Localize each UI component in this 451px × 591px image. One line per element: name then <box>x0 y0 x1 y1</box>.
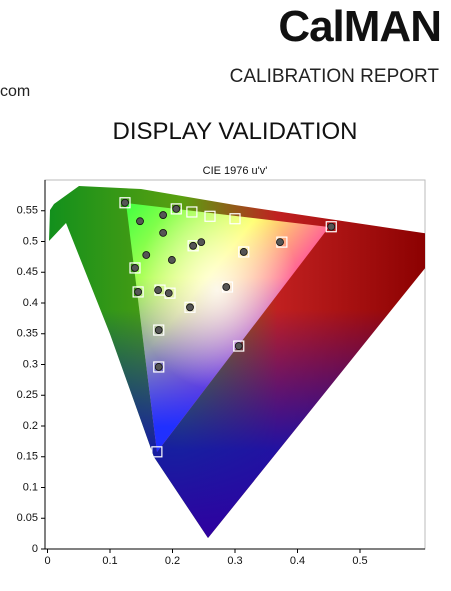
y-tick-label: 0.25 <box>17 389 38 401</box>
measured-marker <box>154 326 163 334</box>
x-tick-label: 0.1 <box>102 555 117 567</box>
measured-marker <box>159 228 168 237</box>
y-tick-label: 0.35 <box>17 328 38 340</box>
measured-marker <box>121 198 129 207</box>
target-marker <box>129 262 141 274</box>
measured-marker <box>186 303 194 312</box>
gamut <box>49 186 425 538</box>
measured-marker <box>167 256 176 264</box>
measured-marker <box>189 241 198 250</box>
x-tick-label: 0.2 <box>165 555 180 567</box>
x-tick-label: 0.5 <box>352 555 367 567</box>
measured-marker <box>131 264 139 272</box>
target-marker <box>204 210 216 222</box>
x-tick-label: 0 <box>44 555 50 567</box>
site-text: com <box>0 83 31 100</box>
measured-marker <box>327 222 336 231</box>
measured-marker <box>164 289 173 298</box>
target-marker <box>170 203 182 215</box>
measured-marker <box>239 248 248 256</box>
measured-marker <box>154 286 163 294</box>
measured-marker <box>197 238 206 247</box>
target-marker <box>153 324 165 336</box>
measured-marker <box>276 238 284 247</box>
measured-marker <box>159 211 168 219</box>
y-tick-label: 0.15 <box>17 451 38 463</box>
target-marker <box>184 301 196 313</box>
target-marker <box>119 197 131 209</box>
y-tick-label: 0.2 <box>23 420 38 432</box>
y-tick-label: 0.5 <box>23 235 38 247</box>
target-marker <box>325 221 337 233</box>
measured-marker <box>134 288 143 296</box>
x-tick-label: 0.4 <box>290 555 305 567</box>
measured-marker <box>234 342 243 350</box>
logo: CalMAN <box>278 2 442 51</box>
report-title: CALIBRATION REPORT <box>229 66 439 87</box>
target-marker <box>151 446 163 458</box>
section-heading: DISPLAY VALIDATION <box>112 118 358 145</box>
x-tick-label: 0.3 <box>227 555 242 567</box>
y-tick-label: 0.05 <box>17 512 38 524</box>
measured-marker <box>172 205 181 213</box>
target-marker <box>233 340 245 352</box>
target-marker <box>153 361 165 373</box>
y-tick-label: 0.55 <box>17 205 38 217</box>
y-tick-label: 0.4 <box>23 297 38 309</box>
y-tick-label: 0.45 <box>17 266 38 278</box>
y-tick-label: 0.3 <box>23 358 38 370</box>
chart-title: CIE 1976 u'v' <box>203 165 268 177</box>
y-tick-label: 0 <box>32 543 38 555</box>
target-marker <box>132 286 144 298</box>
measured-marker <box>142 251 151 259</box>
target-marker <box>229 213 241 225</box>
target-marker <box>187 240 199 252</box>
y-tick-label: 0.1 <box>23 481 38 493</box>
target-marker <box>186 206 198 218</box>
measured-marker <box>222 283 231 291</box>
measured-marker <box>136 217 144 226</box>
measured-marker <box>154 363 163 371</box>
target-marker <box>238 246 250 258</box>
